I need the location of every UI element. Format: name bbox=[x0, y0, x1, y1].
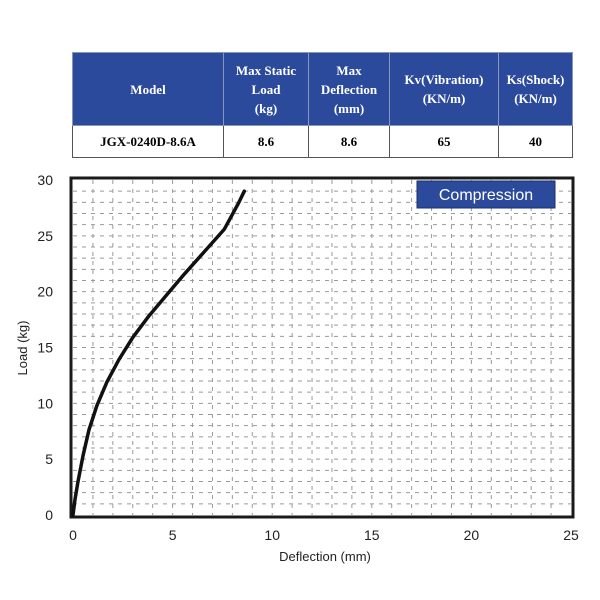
x-tick-label: 5 bbox=[169, 527, 177, 543]
x-tick-label: 0 bbox=[69, 527, 77, 543]
spec-header-line: (kg) bbox=[254, 100, 278, 116]
plot-frame bbox=[69, 176, 575, 519]
spec-table: Model Max Static Load (kg) Max Deflectio… bbox=[72, 52, 573, 158]
y-axis-label: Load (kg) bbox=[15, 321, 30, 376]
y-tick-label: 25 bbox=[37, 228, 53, 244]
y-tick-label: 30 bbox=[37, 172, 53, 188]
spec-cell-max-deflection: 8.6 bbox=[308, 125, 390, 158]
legend: Compression bbox=[416, 180, 556, 209]
spec-header-max-deflection: Max Deflection (mm) bbox=[308, 52, 390, 126]
spec-header-line: Max Static bbox=[235, 62, 297, 78]
spec-header-line: Kv(Vibration) bbox=[404, 72, 484, 87]
y-tick-label: 20 bbox=[37, 284, 53, 300]
spec-cell-kv: 65 bbox=[389, 125, 499, 158]
spec-header-line: Deflection bbox=[320, 81, 378, 97]
x-tick-label: 20 bbox=[464, 527, 480, 543]
spec-cell-ks: 40 bbox=[498, 125, 573, 158]
y-tick-label: 10 bbox=[37, 395, 53, 411]
spec-table-row: JGX-0240D-8.6A 8.6 8.6 65 40 bbox=[72, 125, 573, 158]
y-tick-label: 5 bbox=[45, 451, 53, 467]
y-tick-label: 15 bbox=[37, 340, 53, 356]
legend-label: Compression bbox=[439, 187, 533, 204]
x-tick-label: 15 bbox=[364, 527, 380, 543]
spec-table-header-row: Model Max Static Load (kg) Max Deflectio… bbox=[72, 52, 573, 126]
x-tick-label: 25 bbox=[563, 527, 579, 543]
y-tick-label: 0 bbox=[45, 507, 53, 523]
compression-curve bbox=[71, 189, 247, 517]
x-tick-label: 10 bbox=[264, 527, 280, 543]
spec-header-line: (KN/m) bbox=[514, 91, 557, 106]
spec-header-line: Load bbox=[251, 81, 281, 97]
spec-cell-max-static-load: 8.6 bbox=[223, 125, 309, 158]
spec-header-line: (KN/m) bbox=[422, 91, 466, 106]
spec-cell-model: JGX-0240D-8.6A bbox=[72, 125, 224, 158]
spec-header-model: Model bbox=[72, 52, 224, 126]
spec-header-line: Max bbox=[336, 62, 362, 78]
legend-box bbox=[416, 180, 556, 209]
axis-ticks: 0 5 10 15 20 25 0 5 10 15 20 25 30 bbox=[37, 172, 579, 543]
series-layer bbox=[71, 189, 247, 517]
spec-header-model-line: Model bbox=[130, 81, 166, 97]
x-axis-label: Deflection (mm) bbox=[279, 549, 371, 564]
spec-header-kv-vibration: Kv(Vibration) (KN/m) bbox=[389, 52, 499, 126]
spec-header-line: (mm) bbox=[333, 100, 365, 116]
spec-header-line: Ks(Shock) bbox=[506, 72, 565, 87]
chart-grid bbox=[73, 180, 571, 515]
spec-header-ks-shock: Ks(Shock) (KN/m) bbox=[498, 52, 573, 126]
